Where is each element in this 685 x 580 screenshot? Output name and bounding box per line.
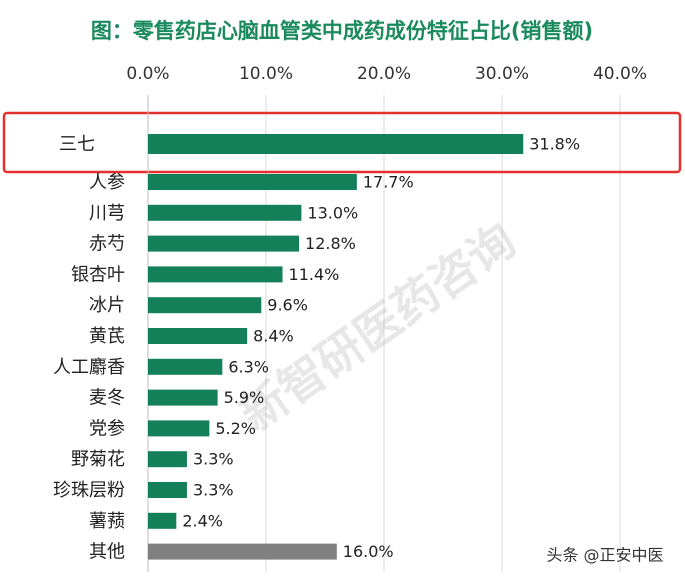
bar [148,328,248,344]
x-tick-label: 0.0% [126,64,169,84]
value-label: 2.4% [182,511,223,530]
value-label: 3.3% [193,481,234,500]
bar [148,420,210,437]
x-tick-label: 40.0% [593,64,647,84]
bar [148,389,218,406]
y-tick-label: 冰片 [89,295,125,316]
y-tick-label: 银杏叶 [71,264,125,285]
bar [148,266,283,283]
bar [148,297,262,314]
y-tick-label: 黄芪 [89,326,125,347]
value-label: 6.3% [228,357,269,376]
y-tick-label: 党参 [89,418,125,439]
bar [148,543,337,560]
bar [148,174,357,190]
x-tick-label: 20.0% [357,64,411,84]
value-label: 31.8% [529,135,580,154]
y-tick-label: 人参 [89,172,125,193]
y-tick-label: 三七 [59,134,95,155]
x-tick-label: 10.0% [239,64,293,84]
y-tick-label: 薯蓣 [89,511,125,532]
bar [148,512,177,529]
bar [148,451,187,468]
value-label: 3.3% [193,450,234,469]
value-label: 5.2% [215,419,256,438]
bar [148,134,524,154]
bar [148,482,187,498]
value-label: 8.4% [253,327,294,346]
y-tick-label: 珍珠层粉 [53,480,125,501]
footer: 头条 @正安中医 [546,546,663,565]
chart-title: 图：零售药店心脑血管类中成药成份特征占比(销售额) [91,19,593,43]
y-tick-label: 人工麝香 [53,357,125,378]
value-label: 9.6% [267,296,308,315]
value-label: 11.4% [289,265,340,284]
y-tick-label: 川芎 [89,203,125,224]
bar [148,204,302,221]
y-tick-label: 赤芍 [89,234,125,255]
bar [148,235,300,252]
value-label: 13.0% [307,203,358,222]
value-label: 16.0% [343,542,394,561]
y-tick-label: 其他 [89,542,125,563]
value-label: 17.7% [363,173,414,192]
x-tick-label: 30.0% [475,64,529,84]
highlight-box [2,111,682,174]
value-label: 5.9% [224,388,265,407]
y-tick-label: 野菊花 [71,449,125,470]
value-label: 12.8% [305,234,356,253]
y-tick-label: 麦冬 [89,388,125,409]
bar [148,358,223,375]
